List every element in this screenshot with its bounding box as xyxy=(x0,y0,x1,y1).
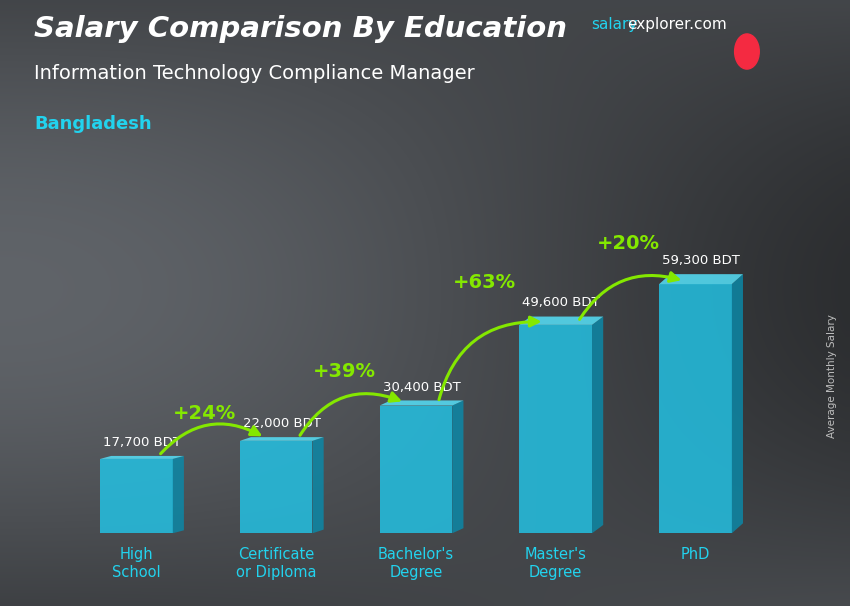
Polygon shape xyxy=(380,401,463,405)
Text: 30,400 BDT: 30,400 BDT xyxy=(382,381,461,393)
Text: salary: salary xyxy=(591,17,638,32)
Text: 22,000 BDT: 22,000 BDT xyxy=(243,418,320,430)
Polygon shape xyxy=(592,316,603,533)
Polygon shape xyxy=(173,456,184,533)
Text: +24%: +24% xyxy=(173,404,236,424)
Text: +20%: +20% xyxy=(597,234,660,253)
Text: 49,600 BDT: 49,600 BDT xyxy=(523,296,600,309)
Text: Salary Comparison By Education: Salary Comparison By Education xyxy=(34,15,567,43)
Polygon shape xyxy=(100,456,184,459)
Text: +63%: +63% xyxy=(453,273,516,291)
Text: +39%: +39% xyxy=(313,362,377,381)
Polygon shape xyxy=(519,316,604,325)
Polygon shape xyxy=(313,437,324,533)
Text: Average Monthly Salary: Average Monthly Salary xyxy=(827,314,837,438)
Circle shape xyxy=(734,34,759,69)
Text: explorer.com: explorer.com xyxy=(627,17,727,32)
Text: 17,700 BDT: 17,700 BDT xyxy=(103,436,181,449)
Polygon shape xyxy=(732,274,743,533)
Bar xyxy=(240,441,313,533)
Text: Bangladesh: Bangladesh xyxy=(34,115,151,133)
Bar xyxy=(380,405,452,533)
Bar xyxy=(519,325,592,533)
Bar xyxy=(100,459,173,533)
Text: 59,300 BDT: 59,300 BDT xyxy=(662,253,740,267)
Bar xyxy=(659,284,732,533)
Text: Information Technology Compliance Manager: Information Technology Compliance Manage… xyxy=(34,64,475,82)
Polygon shape xyxy=(240,437,324,441)
Polygon shape xyxy=(659,274,743,284)
Polygon shape xyxy=(452,401,463,533)
